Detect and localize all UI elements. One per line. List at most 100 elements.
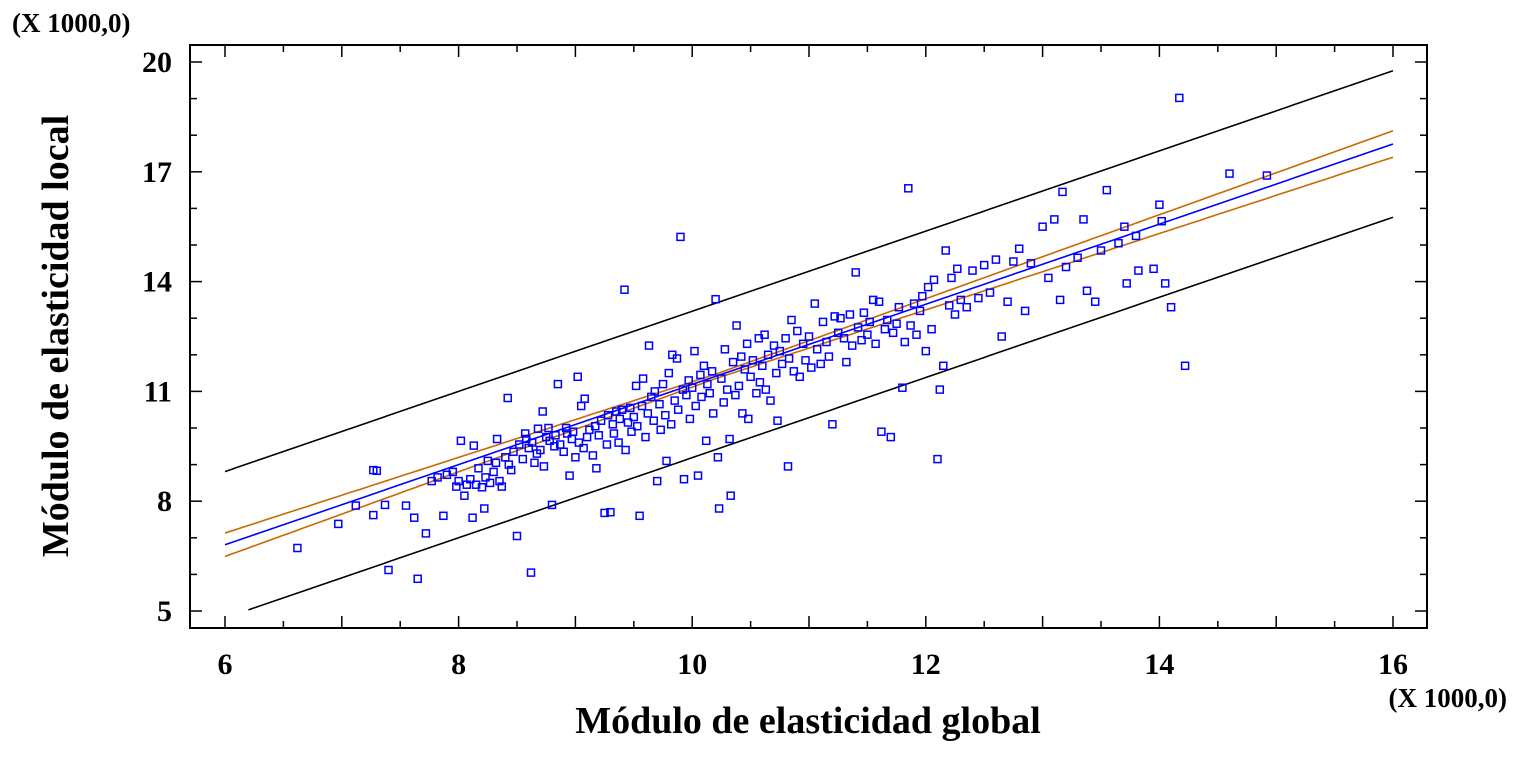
data-point <box>863 330 872 339</box>
data-point <box>526 568 536 577</box>
data-point <box>629 412 639 422</box>
data-points <box>293 93 1272 584</box>
data-point <box>877 427 886 436</box>
data-point <box>620 285 629 294</box>
data-point <box>693 471 703 480</box>
data-point <box>1225 169 1234 178</box>
data-point <box>742 339 752 349</box>
data-point <box>574 438 584 447</box>
data-point <box>944 301 954 310</box>
data-point <box>401 501 411 510</box>
data-point <box>793 326 802 336</box>
data-point <box>851 268 860 277</box>
data-point <box>656 425 665 435</box>
data-point <box>1055 295 1065 305</box>
data-point <box>953 264 962 274</box>
y-tick-label: 8 <box>157 485 172 518</box>
data-point <box>617 405 627 414</box>
prediction-band <box>224 70 1394 611</box>
data-point <box>883 315 892 325</box>
data-point <box>737 352 746 361</box>
data-point <box>576 401 586 411</box>
data-point <box>761 385 771 394</box>
data-point <box>725 434 734 444</box>
y-tick-label: 5 <box>157 595 172 628</box>
data-point <box>1160 279 1170 288</box>
data-point <box>384 565 393 575</box>
data-point <box>915 306 925 316</box>
data-point <box>1102 185 1112 195</box>
data-point <box>631 381 641 391</box>
data-point <box>606 507 615 517</box>
data-point <box>1082 286 1092 296</box>
data-point <box>685 414 695 424</box>
y-axis-title: Módulo de elasticidad local <box>35 115 77 557</box>
data-point <box>1149 264 1158 274</box>
fit-line <box>224 143 1394 546</box>
data-point <box>1058 187 1067 197</box>
data-point <box>614 438 623 447</box>
data-point <box>1061 262 1071 272</box>
data-point <box>906 321 915 330</box>
data-point <box>293 543 302 553</box>
data-point <box>769 341 779 350</box>
data-point <box>719 398 728 407</box>
data-point <box>772 368 781 378</box>
data-point <box>544 423 553 433</box>
data-point <box>833 328 843 338</box>
data-point <box>439 511 448 521</box>
data-point <box>918 291 927 301</box>
data-point <box>448 467 458 477</box>
data-point <box>621 445 630 455</box>
data-point <box>1003 297 1012 306</box>
data-point <box>571 453 580 462</box>
data-point <box>351 501 361 510</box>
data-point <box>538 407 547 416</box>
data-point <box>623 418 633 427</box>
data-point <box>1020 306 1030 316</box>
data-point <box>894 302 904 312</box>
data-point <box>596 416 606 425</box>
data-point <box>594 431 604 440</box>
data-point <box>691 401 700 411</box>
data-point <box>927 324 936 334</box>
data-point <box>454 476 463 486</box>
data-point <box>933 454 942 464</box>
data-point <box>591 421 600 431</box>
data-point <box>1114 238 1123 248</box>
data-point <box>707 367 717 376</box>
data-point <box>941 246 950 255</box>
data-point <box>474 464 483 473</box>
data-point <box>956 295 966 305</box>
data-point <box>452 482 461 491</box>
data-point <box>466 474 475 484</box>
data-point <box>812 345 822 354</box>
data-point <box>469 441 479 450</box>
data-point <box>789 367 799 376</box>
data-point <box>533 424 543 433</box>
data-point <box>670 396 679 405</box>
data-point <box>421 529 431 538</box>
prediction-upper-line <box>224 70 1394 473</box>
data-point <box>1122 279 1131 288</box>
data-point <box>939 361 948 371</box>
data-point <box>635 511 644 521</box>
data-point <box>565 471 574 480</box>
data-point <box>637 401 647 411</box>
data-point <box>1090 297 1100 306</box>
data-point <box>687 383 697 392</box>
data-point <box>658 379 668 389</box>
data-point <box>369 510 378 520</box>
data-point <box>1096 246 1106 255</box>
x-tick-label: 10 <box>677 648 707 681</box>
data-point <box>947 273 956 283</box>
x-axis-ticks: 6 8 10 12 14 16 <box>218 45 1408 681</box>
data-point <box>573 372 582 382</box>
data-point <box>763 350 773 360</box>
data-point <box>664 368 674 378</box>
data-point <box>520 429 530 438</box>
data-point <box>979 260 989 270</box>
y-tick-label: 17 <box>142 156 172 189</box>
data-point <box>409 513 419 522</box>
